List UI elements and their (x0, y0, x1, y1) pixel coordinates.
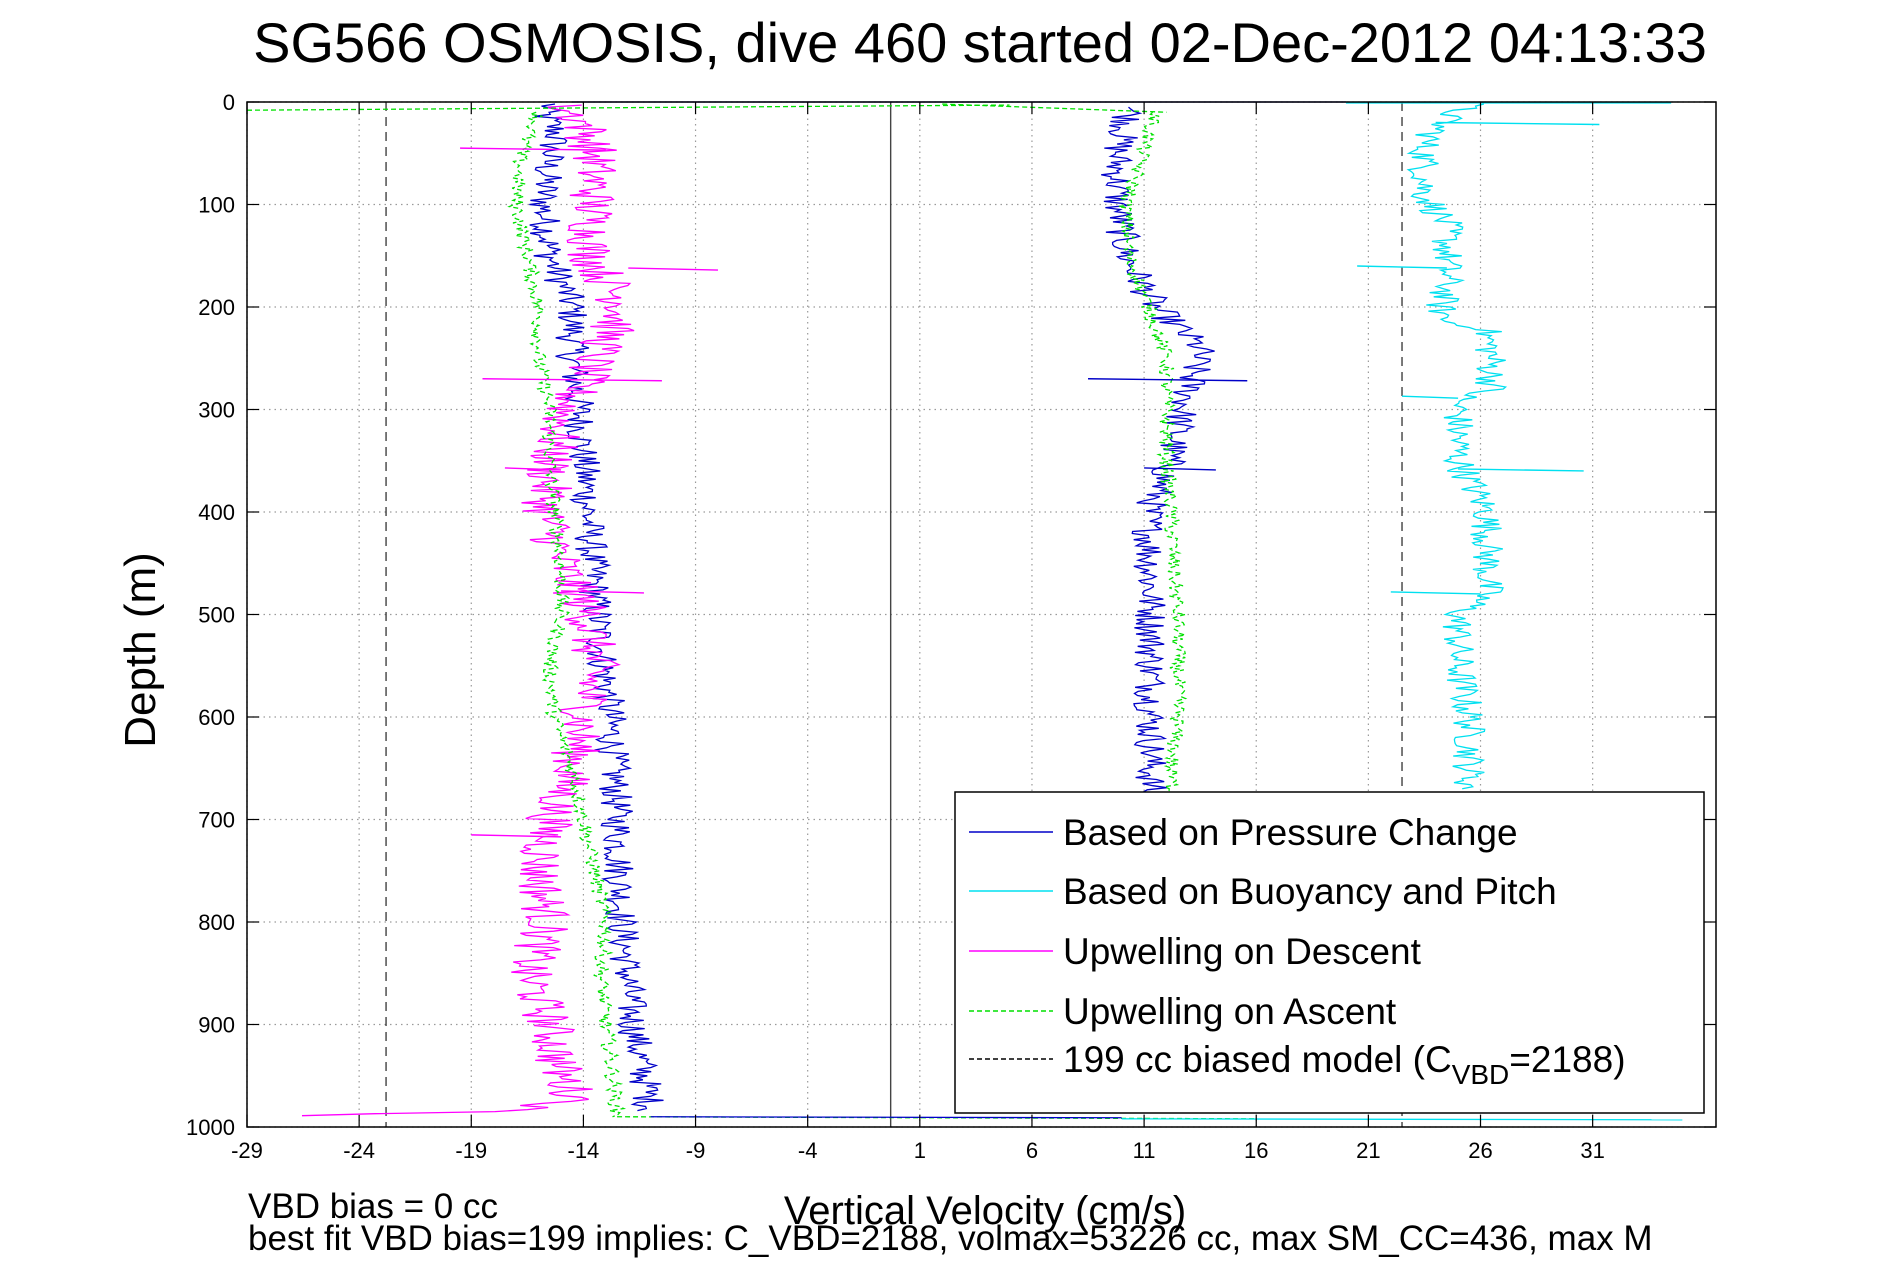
series-line (1406, 103, 1508, 790)
y-tick-label: 500 (198, 603, 235, 628)
legend-label: Based on Pressure Change (1063, 812, 1518, 853)
x-tick-label: -19 (455, 1138, 487, 1163)
legend-label: 199 cc biased model (CVBD=2188) (1063, 1039, 1626, 1090)
x-axis-label: Vertical Velocity (cm/s) (784, 1189, 1186, 1233)
legend: Based on Pressure Change Based on Buoyanc… (954, 791, 1705, 1114)
y-tick-label: 900 (198, 1013, 235, 1038)
x-tick-label: 26 (1468, 1138, 1492, 1163)
legend-box (954, 791, 1705, 1114)
legend-label: Upwelling on Descent (1063, 931, 1422, 972)
y-tick-label: 800 (198, 910, 235, 935)
x-tick-label: 11 (1133, 1138, 1156, 1163)
series-spike (1458, 468, 1584, 472)
series-line (507, 111, 627, 1118)
series-spike (1088, 378, 1248, 382)
y-tick-label: 200 (198, 295, 235, 320)
y-tick-label: 600 (198, 705, 235, 730)
x-tick-label: -4 (798, 1138, 818, 1163)
reference-lines (385, 102, 1403, 1127)
chart-title: SG566 OSMOSIS, dive 460 started 02-Dec-2… (253, 11, 1707, 74)
surface-line (942, 103, 1167, 113)
series-spike (1390, 591, 1481, 595)
x-tick-label: -24 (343, 1138, 375, 1163)
series-spike (460, 147, 606, 151)
legend-label: Based on Buoyancy and Pitch (1063, 871, 1557, 912)
y-tick-label: 400 (198, 500, 235, 525)
bottom-line (650, 1116, 1122, 1119)
axes (246, 101, 1717, 1128)
surface-line (246, 104, 1010, 111)
series-line (1101, 106, 1215, 820)
series-line (301, 104, 635, 1117)
series-spike (1357, 265, 1447, 269)
y-tick-label: 700 (198, 808, 235, 833)
x-tick-label: -29 (231, 1138, 263, 1163)
y-tick-labels: 0 100 200 300 400 500 600 700 800 900 1000 (186, 90, 235, 1140)
series-spike (471, 834, 562, 838)
x-tick-label: -9 (686, 1138, 706, 1163)
x-tick-label: 21 (1356, 1138, 1380, 1163)
note-vbd-bias: VBD bias = 0 cc (248, 1187, 498, 1226)
bottom-line (1121, 1118, 1683, 1121)
legend-label: Upwelling on Ascent (1063, 991, 1397, 1032)
x-tick-label: 31 (1580, 1138, 1604, 1163)
note-best-fit: best fit VBD bias=199 implies: C_VBD=218… (248, 1219, 1653, 1258)
x-tick-label: 1 (914, 1138, 926, 1163)
series-spike (482, 378, 662, 382)
series-spike (628, 267, 718, 271)
series-spike (1435, 121, 1600, 126)
y-axis-label: Depth (m) (116, 552, 165, 748)
x-tick-labels: -29 -24 -19 -14 -9 -4 1 6 11 16 21 26 31 (231, 1138, 1605, 1163)
y-tick-label: 1000 (186, 1115, 235, 1140)
y-tick-label: 100 (198, 193, 235, 218)
y-tick-label: 300 (198, 398, 235, 423)
series-spike (1144, 467, 1216, 471)
series-spike (1401, 395, 1459, 399)
x-tick-label: -14 (568, 1138, 600, 1163)
series-spike (504, 467, 562, 471)
series-spike (560, 590, 644, 594)
x-tick-label: 16 (1244, 1138, 1268, 1163)
y-tick-label: 0 (223, 90, 235, 115)
x-tick-label: 6 (1026, 1138, 1038, 1163)
